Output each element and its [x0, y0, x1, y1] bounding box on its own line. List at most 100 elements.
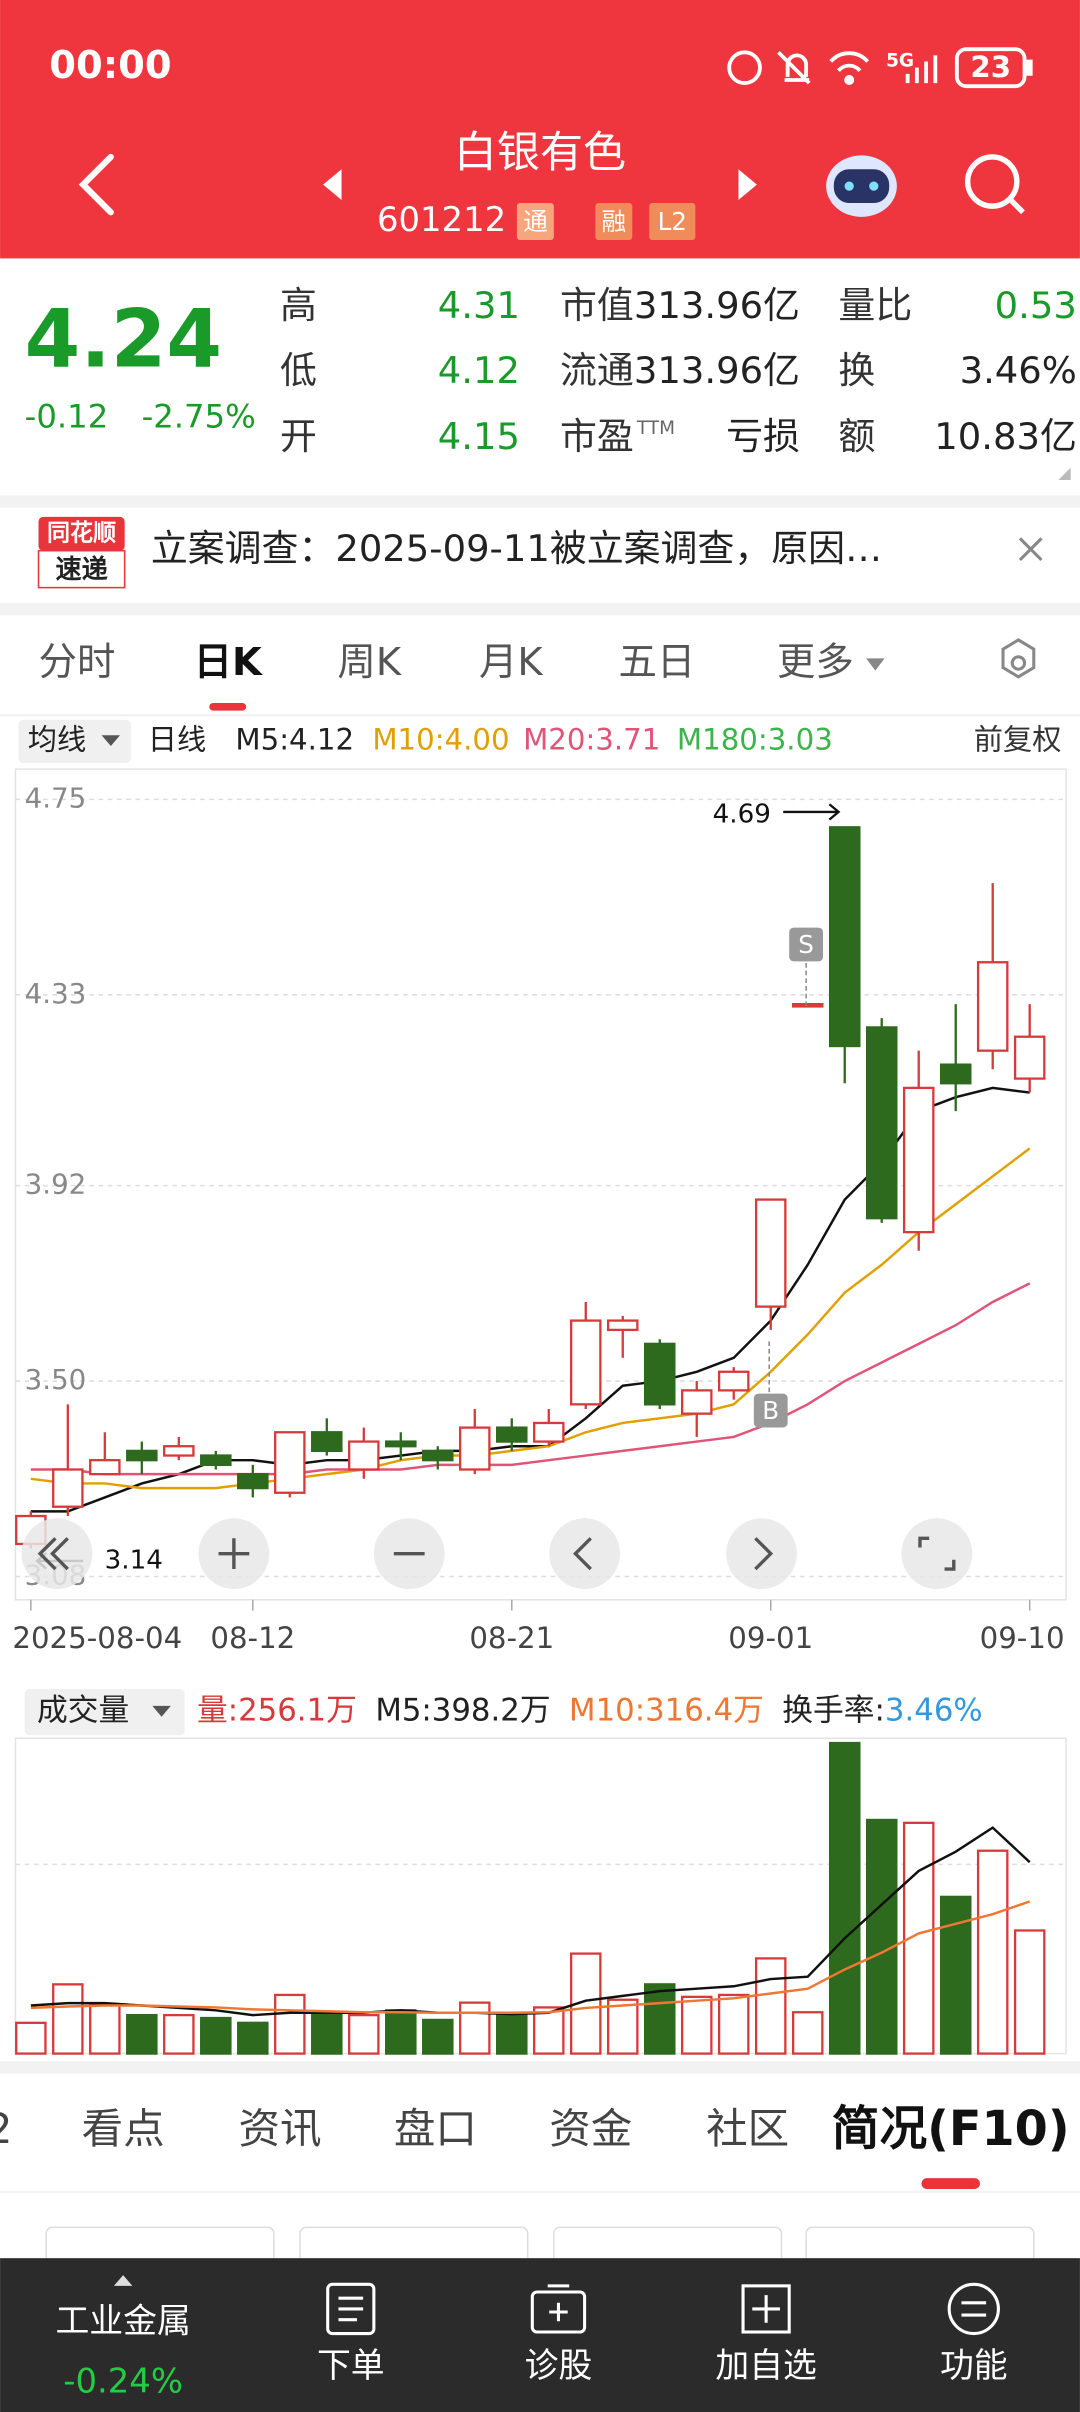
info-tab[interactable]: 2 [0, 2104, 12, 2153]
nav-item[interactable]: 加自选 [715, 2346, 816, 2385]
info-tab[interactable]: 资讯 [239, 2104, 322, 2153]
volume-bar [533, 2006, 565, 2055]
volume-bar [385, 2009, 417, 2055]
chart-control-icon [572, 1537, 592, 1571]
ma-line [30, 1282, 1031, 1476]
nav-item[interactable]: 下单 [317, 2346, 385, 2385]
news-logo-top: 同花顺 [47, 520, 116, 546]
candle-body [791, 1002, 824, 1008]
period-tabs: 分时 日K 周K 月K 五日 更多 [39, 640, 885, 711]
ma-selector[interactable]: 均线 [28, 722, 86, 756]
field-label: 开 [280, 415, 317, 458]
volume-bar [163, 2013, 195, 2055]
period-tab[interactable]: 日K [194, 640, 263, 685]
volume-bar [606, 1998, 639, 2055]
candle-body [754, 1198, 787, 1308]
volume-legend-value: 3.46% [885, 1693, 983, 1729]
robot-icon[interactable] [826, 155, 897, 217]
y-tick-label: 4.33 [25, 977, 87, 1010]
volume-bar [680, 1995, 713, 2055]
candle-body [348, 1440, 380, 1471]
info-tab[interactable]: 看点 [82, 2104, 165, 2153]
separator [0, 603, 1080, 616]
volume-bar [1013, 1929, 1046, 2055]
field-value: 亏损 [726, 415, 800, 458]
chart-buttons [21, 1518, 973, 1590]
volume-bar [791, 2011, 824, 2055]
chart-control[interactable] [21, 1518, 93, 1590]
news-text[interactable]: 立案调查：2025-09-11被立案调查，原因… [151, 527, 882, 570]
ma-legend: M5:4.12 M10:4.00 M20:3.71 M180:3.03 [235, 722, 832, 756]
field-value: 4.12 [438, 349, 520, 392]
volume-bar [348, 2013, 380, 2055]
settings-dot [1010, 655, 1027, 671]
prev-stock[interactable] [323, 169, 342, 200]
volume-ma-line [30, 1900, 1031, 2014]
candle-body [976, 961, 1009, 1052]
volume-legend-value: 256.1万 [238, 1693, 357, 1729]
separator [0, 2061, 1080, 2074]
chart-control-icon [754, 1537, 774, 1571]
expand-corner[interactable] [1058, 467, 1071, 480]
period-tab[interactable]: 更多 [777, 640, 854, 685]
nav-item[interactable]: 诊股 [525, 2346, 593, 2385]
nav-icons [326, 2282, 1000, 2336]
max-arrow [783, 803, 841, 821]
info-tab[interactable]: 简况(F10) [832, 2102, 1070, 2157]
field-label: 市值 [560, 284, 634, 327]
min-label: 3.14 [105, 1545, 163, 1575]
status-icons [727, 47, 1033, 89]
period-tab[interactable]: 月K [479, 640, 544, 685]
volume-selector[interactable]: 成交量 [37, 1693, 129, 1729]
volume-chart [15, 1741, 1046, 2055]
next-stock[interactable] [738, 169, 757, 200]
stock-badge: 通 [523, 207, 548, 236]
dropdown-arrow [101, 735, 121, 747]
field-label: 换 [838, 349, 875, 392]
candle-body [89, 1459, 121, 1476]
candle-body [939, 1063, 972, 1085]
chart-control-icon [37, 1537, 69, 1571]
info-tab[interactable]: 盘口 [394, 2104, 477, 2153]
info-tab[interactable]: 社区 [706, 2104, 789, 2153]
field-value: 313.96亿 [634, 284, 800, 327]
period-tab[interactable]: 分时 [39, 640, 116, 685]
news-logo [37, 516, 126, 589]
price-adjust[interactable]: 前复权 [974, 722, 1062, 756]
period-tab[interactable]: 周K [337, 640, 402, 685]
ma-selector-bg[interactable] [18, 719, 131, 763]
field-value: 10.83亿 [934, 415, 1077, 458]
stock-badge: L2 [658, 207, 687, 236]
volume-legend: 量: 256.1万 M5: 398.2万 M10: 316.4万 换手率: 3.46% [197, 1693, 983, 1729]
candle-body [865, 1026, 898, 1220]
search-button[interactable] [964, 154, 1025, 215]
volume-bar [422, 2018, 454, 2055]
candle-body [459, 1426, 491, 1471]
news-close[interactable] [1018, 537, 1043, 562]
info-tab[interactable]: 资金 [549, 2104, 632, 2153]
volume-legend-label: 量: [197, 1693, 238, 1729]
period-tab[interactable]: 五日 [618, 640, 695, 685]
chart-control-icon [218, 1538, 250, 1570]
sector-name[interactable]: 工业金属 [55, 2301, 190, 2340]
back-button[interactable] [78, 153, 114, 216]
candle-body [902, 1086, 935, 1234]
ma-line [30, 1086, 1030, 1513]
candle-body [385, 1440, 417, 1448]
nav-item[interactable]: 功能 [940, 2346, 1008, 2385]
candle-body [606, 1319, 639, 1332]
status-5g: 5G [886, 51, 914, 72]
chart-control[interactable] [726, 1518, 797, 1590]
volume-bar [52, 1983, 84, 2055]
field-value: 313.96亿 [634, 349, 800, 392]
settings-button[interactable] [1001, 638, 1036, 679]
ma-legend-item: M10:4.00 [372, 722, 509, 756]
volume-selector-bg[interactable] [24, 1689, 185, 1736]
volume-bar [569, 1952, 602, 2055]
chart-control[interactable] [549, 1518, 620, 1590]
candle-body [533, 1421, 565, 1443]
chart-control[interactable] [901, 1518, 973, 1590]
